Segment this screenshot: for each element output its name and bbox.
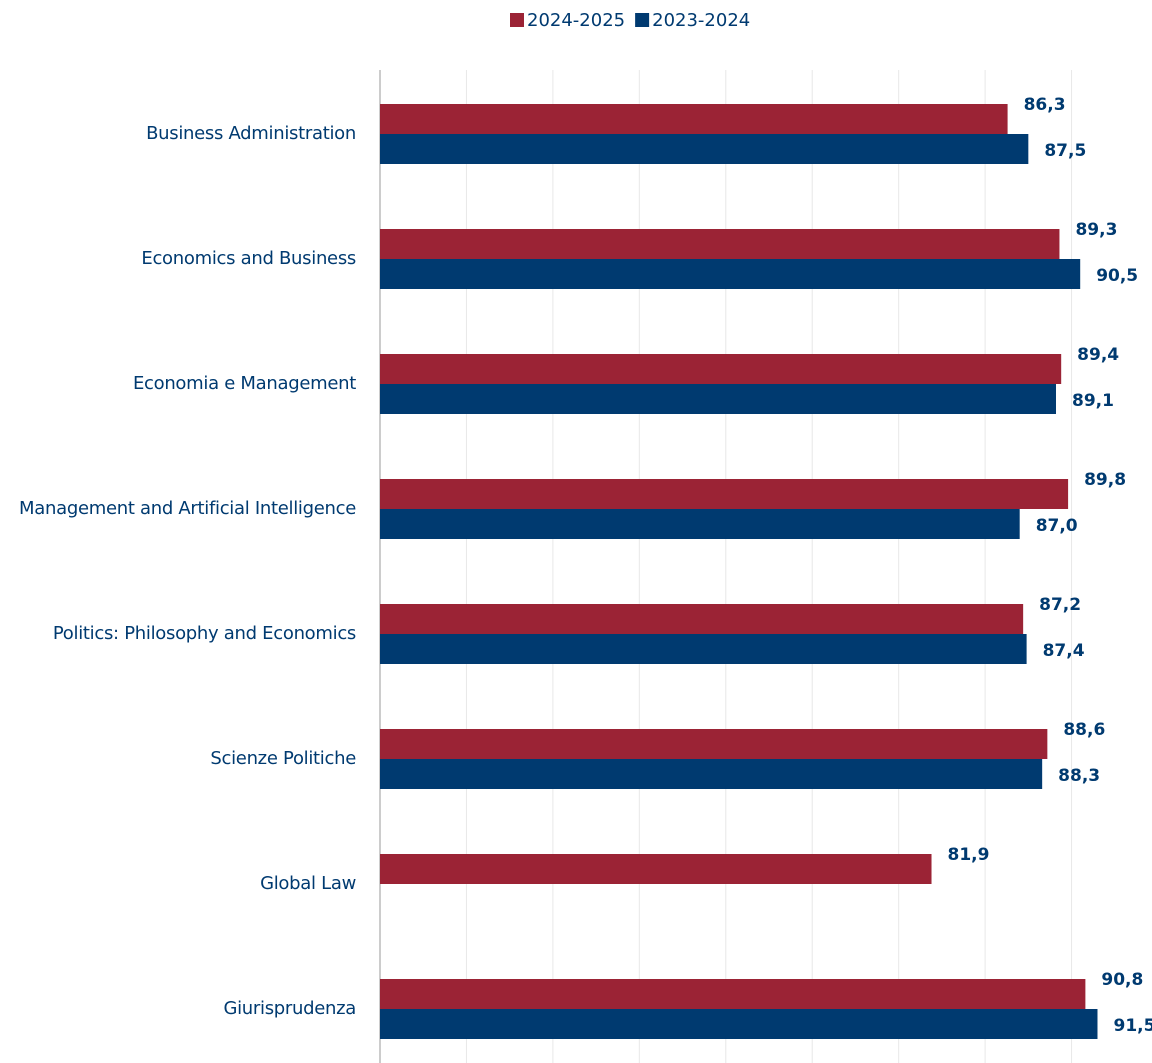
value-label: 81,9: [948, 845, 990, 865]
category-label: Scienze Politiche: [210, 748, 356, 769]
category-label: Global Law: [260, 873, 356, 894]
value-label: 89,4: [1077, 345, 1119, 365]
value-label: 90,5: [1096, 266, 1138, 286]
bar: [380, 509, 1020, 539]
value-label: 87,5: [1044, 141, 1086, 161]
category-label: Business Administration: [146, 123, 356, 144]
bar: [380, 384, 1056, 414]
category-label: Economia e Management: [133, 373, 356, 394]
value-label: 87,0: [1036, 516, 1078, 536]
value-label: 89,3: [1075, 220, 1117, 240]
value-label: 90,8: [1101, 970, 1143, 990]
bar: [380, 104, 1008, 134]
category-label: Management and Artificial Intelligence: [19, 498, 356, 519]
value-label: 88,3: [1058, 766, 1100, 786]
value-label: 91,5: [1113, 1016, 1152, 1036]
bar: [380, 729, 1048, 759]
bar: [380, 759, 1043, 789]
bar: [380, 979, 1086, 1009]
category-label: Giurisprudenza: [223, 998, 356, 1019]
bar: [380, 1009, 1098, 1039]
bar: [380, 229, 1060, 259]
bar: [380, 634, 1027, 664]
bar: [380, 134, 1029, 164]
value-label: 89,1: [1072, 391, 1114, 411]
value-label: 88,6: [1063, 720, 1105, 740]
bar: [380, 479, 1069, 509]
bar: [380, 854, 932, 884]
legend-swatch: [510, 13, 524, 27]
value-label: 87,2: [1039, 595, 1081, 615]
bar: [380, 604, 1024, 634]
category-label: Economics and Business: [141, 248, 356, 269]
legend-label: 2023-2024: [652, 10, 750, 31]
value-label: 89,8: [1084, 470, 1126, 490]
value-label: 87,4: [1043, 641, 1085, 661]
legend-label: 2024-2025: [527, 10, 625, 31]
value-label: 86,3: [1024, 95, 1066, 115]
bar: [380, 354, 1062, 384]
category-label: Politics: Philosophy and Economics: [53, 623, 356, 644]
bar: [380, 259, 1081, 289]
legend-swatch: [635, 13, 650, 27]
